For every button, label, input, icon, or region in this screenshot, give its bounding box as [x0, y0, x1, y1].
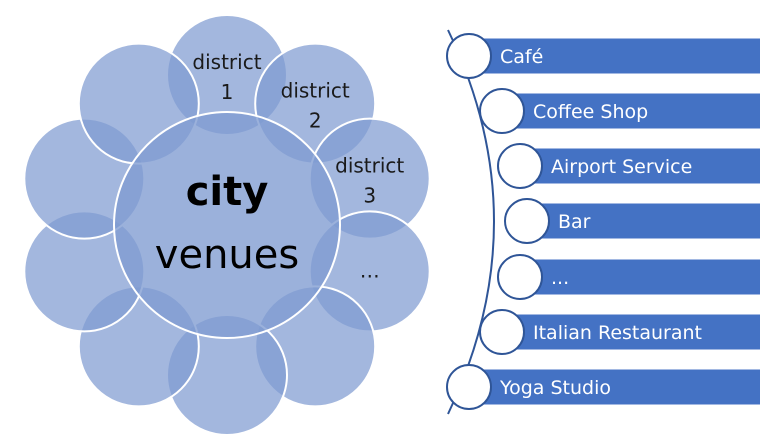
petal-number-3: 3: [363, 184, 376, 208]
venue-bar: [502, 93, 760, 129]
city-center-circle: [113, 111, 341, 339]
center-title: city: [186, 169, 269, 215]
venue-bar: [520, 259, 760, 295]
venue-list-item: Bar: [504, 198, 760, 244]
venue-label: Bar: [558, 211, 591, 233]
district-cycle: district 1 district 2 district 3 … city venues: [23, 14, 431, 436]
venue-list-item: Yoga Studio: [446, 364, 760, 410]
venue-label: Coffee Shop: [533, 101, 648, 123]
venue-bullet: [497, 143, 543, 189]
venue-label: ...: [551, 267, 569, 289]
petal-number-2: 2: [309, 109, 322, 133]
venue-bullet: [446, 364, 492, 410]
venue-bullet: [446, 33, 492, 79]
timeline-curve: [447, 29, 495, 415]
venue-list: Café Coffee Shop Airport Service Bar... Ital…: [446, 29, 760, 415]
venue-list-item: ...: [497, 254, 760, 300]
venue-bullet: [497, 254, 543, 300]
venue-bar: [502, 314, 760, 350]
venue-bullet: [504, 198, 550, 244]
venue-bar: [520, 148, 760, 184]
petal-label-4: …: [360, 258, 380, 282]
petal-number-1: 1: [221, 80, 234, 104]
venue-list-item: Café: [446, 33, 760, 79]
venue-bullet: [479, 309, 525, 355]
venue-label: Café: [500, 46, 543, 68]
venue-bullet: [479, 88, 525, 134]
venue-label: Airport Service: [551, 156, 692, 178]
venue-list-item: Airport Service: [497, 143, 760, 189]
venue-label: Italian Restaurant: [533, 322, 702, 344]
venue-label: Yoga Studio: [499, 377, 611, 399]
venue-bar: [469, 369, 760, 405]
petal-label-1: district: [192, 50, 261, 74]
center-subtitle: venues: [155, 232, 299, 278]
venue-list-item: Italian Restaurant: [479, 309, 760, 355]
petal-label-2: district: [281, 79, 350, 103]
petal-label-3: district: [335, 154, 404, 178]
venue-bar: [469, 38, 760, 74]
venue-list-item: Coffee Shop: [479, 88, 760, 134]
venue-bar: [527, 203, 760, 239]
